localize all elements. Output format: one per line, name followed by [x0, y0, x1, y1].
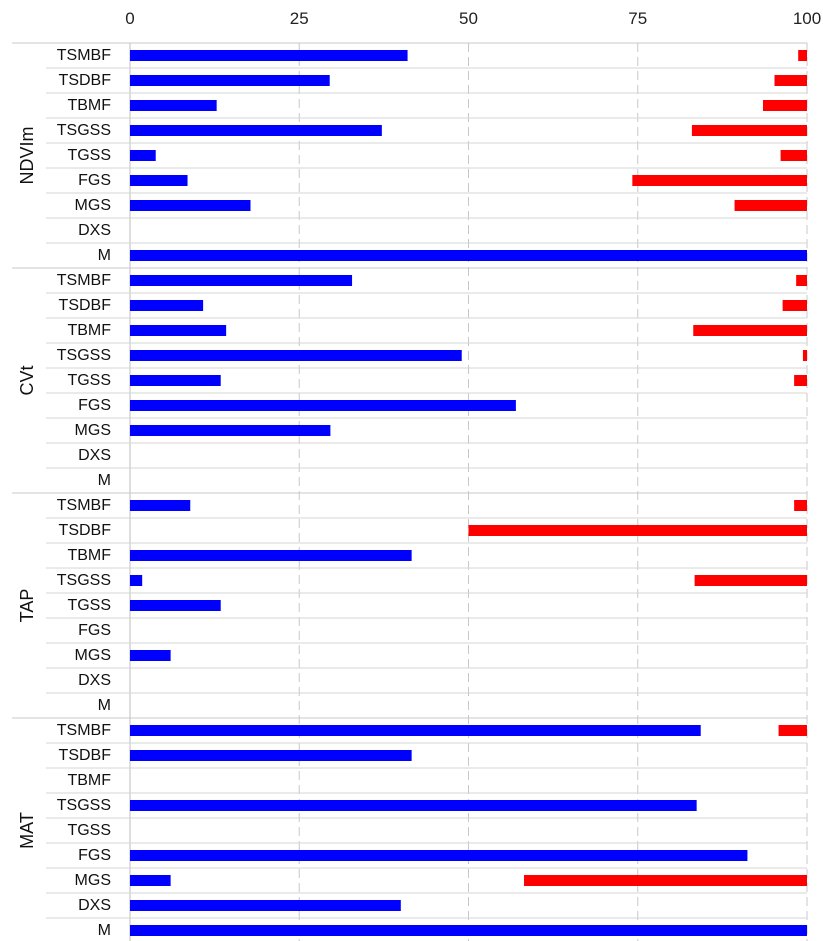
category-label-TAP-DXS: DXS [78, 672, 111, 689]
category-label-CVt-TSDBF: TSDBF [59, 297, 112, 314]
category-label-TAP-FGS: FGS [78, 622, 111, 639]
x-tick-label-0: 0 [125, 9, 134, 28]
bar-blue-NDVIm-TBMF [130, 100, 217, 111]
group-label-TAP: TAP [17, 589, 37, 623]
bar-red-NDVIm-FGS [632, 175, 807, 186]
x-tick-label-100: 100 [793, 9, 821, 28]
bar-red-NDVIm-TSDBF [774, 75, 807, 86]
category-label-CVt-TBMF: TBMF [67, 322, 111, 339]
category-label-MAT-TBMF: TBMF [67, 772, 111, 789]
category-label-MAT-TSMBF: TSMBF [57, 722, 111, 739]
category-label-TAP-TGSS: TGSS [67, 597, 111, 614]
category-label-NDVIm-MGS: MGS [75, 197, 111, 214]
bar-blue-NDVIm-M [130, 250, 807, 261]
bar-blue-NDVIm-FGS [130, 175, 188, 186]
bar-blue-MAT-TSMBF [130, 725, 701, 736]
category-label-NDVIm-TSDBF: TSDBF [59, 72, 112, 89]
bar-blue-NDVIm-TGSS [130, 150, 156, 161]
bar-red-TAP-TSMBF [794, 500, 807, 511]
category-label-NDVIm-TSMBF: TSMBF [57, 47, 111, 64]
bar-blue-NDVIm-TSDBF [130, 75, 330, 86]
category-label-CVt-FGS: FGS [78, 397, 111, 414]
category-label-NDVIm-TGSS: TGSS [67, 147, 111, 164]
bar-blue-CVt-TSGSS [130, 350, 462, 361]
bar-blue-MAT-TSGSS [130, 800, 697, 811]
x-tick-label-25: 25 [290, 9, 309, 28]
category-label-MAT-FGS: FGS [78, 847, 111, 864]
category-label-NDVIm-DXS: DXS [78, 222, 111, 239]
category-label-NDVIm-M: M [98, 247, 111, 264]
category-label-TAP-TSMBF: TSMBF [57, 497, 111, 514]
bar-blue-CVt-FGS [130, 400, 516, 411]
bar-blue-TAP-TSGSS [130, 575, 143, 586]
category-label-NDVIm-TSGSS: TSGSS [57, 122, 111, 139]
x-tick-label-75: 75 [628, 9, 647, 28]
bar-blue-CVt-TBMF [130, 325, 227, 336]
bar-red-CVt-TSMBF [796, 275, 807, 286]
bar-red-CVt-TSDBF [782, 300, 807, 311]
bar-blue-MAT-DXS [130, 900, 401, 911]
category-label-MAT-M: M [98, 922, 111, 939]
bar-red-NDVIm-TSGSS [691, 125, 807, 136]
category-label-TAP-TSDBF: TSDBF [59, 522, 112, 539]
text-layer: 0 25 50 75 100 NDVIm TSMBF TSDBF TBMF TSGSS TGSS FG… [17, 9, 821, 939]
group-label-MAT: MAT [17, 812, 37, 849]
category-label-MAT-TSGSS: TSGSS [57, 797, 111, 814]
category-label-CVt-M: M [98, 472, 111, 489]
bar-red-MAT-TSMBF [778, 725, 807, 736]
group-label-NDVIm: NDVIm [17, 127, 37, 185]
category-label-TAP-TBMF: TBMF [67, 547, 111, 564]
bar-blue-CVt-TSMBF [130, 275, 353, 286]
bar-blue-MAT-TSDBF [130, 750, 412, 761]
bar-red-TAP-TSGSS [694, 575, 807, 586]
bar-blue-CVt-TGSS [130, 375, 221, 386]
bar-blue-TAP-TGSS [130, 600, 221, 611]
bar-red-MAT-MGS [524, 875, 807, 886]
bars-layer [130, 50, 807, 936]
category-label-CVt-DXS: DXS [78, 447, 111, 464]
group-label-CVt: CVt [17, 365, 37, 395]
bar-red-CVt-TSGSS [802, 350, 807, 361]
bar-blue-MAT-FGS [130, 850, 748, 861]
bar-red-NDVIm-TBMF [762, 100, 807, 111]
category-label-MAT-TGSS: TGSS [67, 822, 111, 839]
category-label-TAP-TSGSS: TSGSS [57, 572, 111, 589]
bar-red-TAP-TSDBF [468, 525, 807, 536]
bar-blue-NDVIm-TSMBF [130, 50, 408, 61]
bar-blue-MAT-M [130, 925, 807, 936]
category-label-TAP-M: M [98, 697, 111, 714]
category-label-CVt-TSGSS: TSGSS [57, 347, 111, 364]
category-label-NDVIm-FGS: FGS [78, 172, 111, 189]
category-label-CVt-MGS: MGS [75, 422, 111, 439]
category-label-NDVIm-TBMF: TBMF [67, 97, 111, 114]
category-label-CVt-TGSS: TGSS [67, 372, 111, 389]
bar-blue-MAT-MGS [130, 875, 171, 886]
category-label-MAT-TSDBF: TSDBF [59, 747, 112, 764]
bar-red-NDVIm-MGS [734, 200, 807, 211]
bar-blue-NDVIm-TSGSS [130, 125, 382, 136]
bar-blue-TAP-MGS [130, 650, 171, 661]
category-label-CVt-TSMBF: TSMBF [57, 272, 111, 289]
bar-blue-TAP-TSMBF [130, 500, 191, 511]
bar-red-CVt-TBMF [693, 325, 807, 336]
category-label-TAP-MGS: MGS [75, 647, 111, 664]
category-label-MAT-DXS: DXS [78, 897, 111, 914]
bar-blue-TAP-TBMF [130, 550, 412, 561]
bar-blue-CVt-MGS [130, 425, 331, 436]
bar-blue-NDVIm-MGS [130, 200, 251, 211]
bar-red-CVt-TGSS [794, 375, 807, 386]
x-tick-label-50: 50 [459, 9, 478, 28]
bar-blue-CVt-TSDBF [130, 300, 204, 311]
bar-red-NDVIm-TSMBF [798, 50, 807, 61]
category-label-MAT-MGS: MGS [75, 872, 111, 889]
bar-red-NDVIm-TGSS [780, 150, 807, 161]
grid-layer [12, 42, 808, 941]
